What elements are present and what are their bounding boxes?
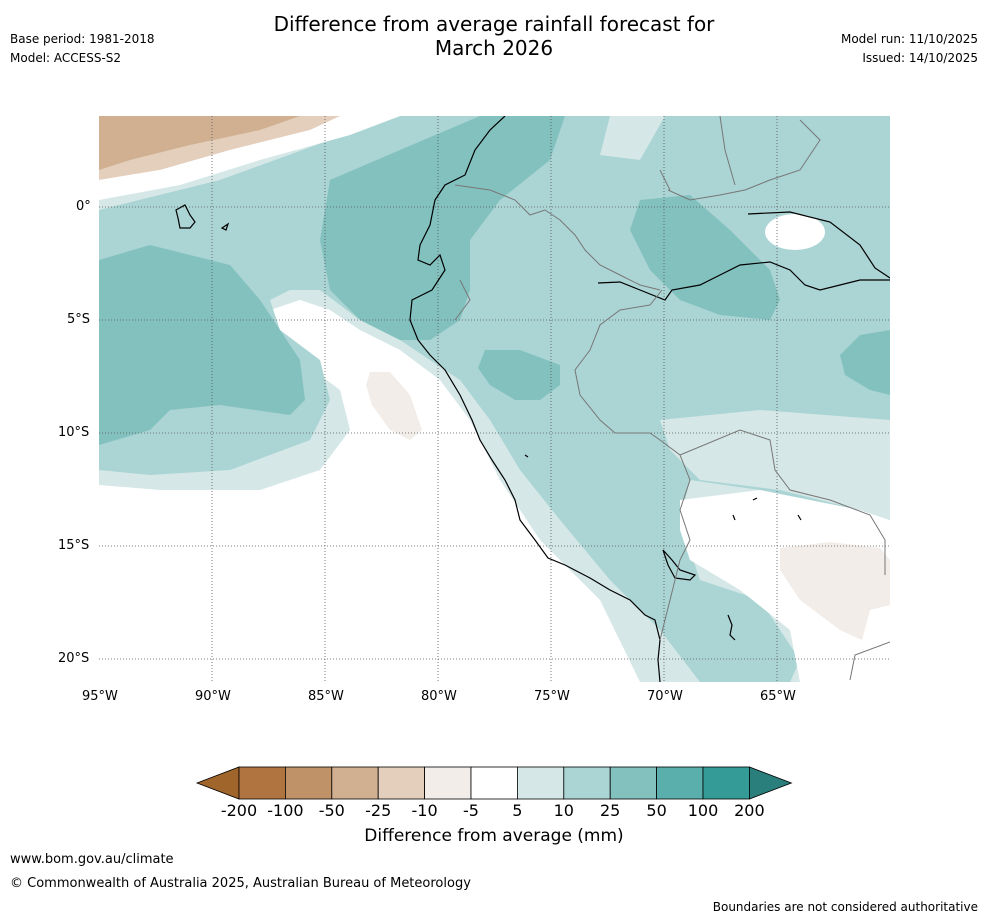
contour-25-50-north: [320, 116, 565, 340]
contour-25-50-ne: [720, 116, 865, 205]
contour-25-50-east: [840, 330, 890, 395]
colorbar-tick-label: -100: [267, 801, 304, 820]
colorbar-tick-label: 50: [646, 801, 667, 820]
colorbar-tick-label: -50: [318, 801, 345, 820]
contour-dry-north-mid: [99, 116, 300, 170]
colorbar-tick-label: 5: [512, 801, 523, 820]
colorbar-tick-label: -5: [463, 801, 479, 820]
contour-5-10-inland: [660, 410, 890, 520]
lat-label-15s: 15°S: [58, 538, 90, 553]
colorbar-tick-label: -200: [220, 801, 258, 820]
lat-label-5s: 5°S: [67, 312, 91, 327]
coastline: [175, 116, 890, 682]
colorbar-extend-high: [749, 766, 793, 800]
issued-date: Issued: 14/10/2025: [862, 51, 978, 65]
model-name: Model: ACCESS-S2: [10, 51, 122, 65]
lon-label-70w: 70°W: [647, 689, 683, 704]
colorbar-segment: [609, 766, 658, 800]
title-line-1: Difference from average rainfall forecas…: [273, 12, 715, 36]
contour-dry-offshore: [366, 372, 422, 440]
lat-label-20s: 20°S: [58, 651, 90, 666]
contour-25-50-amazon: [630, 195, 780, 320]
title-line-2: March 2026: [434, 36, 554, 60]
footer-disclaimer: Boundaries are not considered authoritat…: [712, 900, 978, 914]
colorbar-segment: [377, 766, 425, 800]
contour-25-50-central: [478, 350, 560, 400]
colorbar-segment: [516, 766, 565, 800]
colorbar-segment: [331, 766, 379, 800]
colorbar-segment: [285, 766, 333, 800]
lon-label-65w: 65°W: [760, 689, 796, 704]
colorbar-title: Difference from average (mm): [364, 826, 624, 846]
colorbar-tick-label: 10: [553, 801, 574, 820]
contour-5-10-ne: [600, 116, 665, 160]
country-borders: [454, 116, 890, 681]
lon-label-85w: 85°W: [308, 689, 344, 704]
footer-url: www.bom.gov.au/climate: [10, 852, 174, 867]
colorbar-segment: [470, 766, 518, 800]
colorbar-segment: [424, 766, 472, 800]
colorbar-segment: [702, 766, 750, 800]
footer-copyright: © Commonwealth of Australia 2025, Austra…: [10, 876, 471, 891]
colorbar-tick-label: -10: [411, 801, 438, 820]
contour-neutral-inland: [680, 490, 890, 682]
lat-label-0: 0°: [76, 199, 91, 214]
colorbar-tick-label: 200: [734, 801, 765, 820]
model-run: Model run: 11/10/2025: [840, 32, 978, 46]
contour-neutral-amazon: [765, 214, 825, 250]
colorbar: [195, 766, 793, 800]
colorbar-tick-label: 25: [600, 801, 621, 820]
map-fill-layer: [99, 116, 890, 682]
colorbar-tick-label: 100: [687, 801, 719, 820]
colorbar-segment: [563, 766, 611, 800]
contour-dry-inland: [780, 542, 890, 640]
lon-label-75w: 75°W: [534, 689, 570, 704]
contour-25-50-west: [99, 245, 305, 445]
lat-label-10s: 10°S: [58, 425, 90, 440]
colorbar-tick-label: -25: [365, 801, 392, 820]
chart-title: Difference from average rainfall forecas…: [0, 12, 988, 60]
colorbar-segment: [656, 766, 704, 800]
lon-label-95w: 95°W: [82, 689, 118, 704]
colorbar-segment: [238, 766, 286, 800]
lon-label-80w: 80°W: [421, 689, 457, 704]
lon-label-90w: 90°W: [195, 689, 231, 704]
base-period: Base period: 1981-2018: [10, 32, 155, 46]
gridlines: [99, 116, 890, 682]
colorbar-extend-low: [195, 766, 240, 800]
